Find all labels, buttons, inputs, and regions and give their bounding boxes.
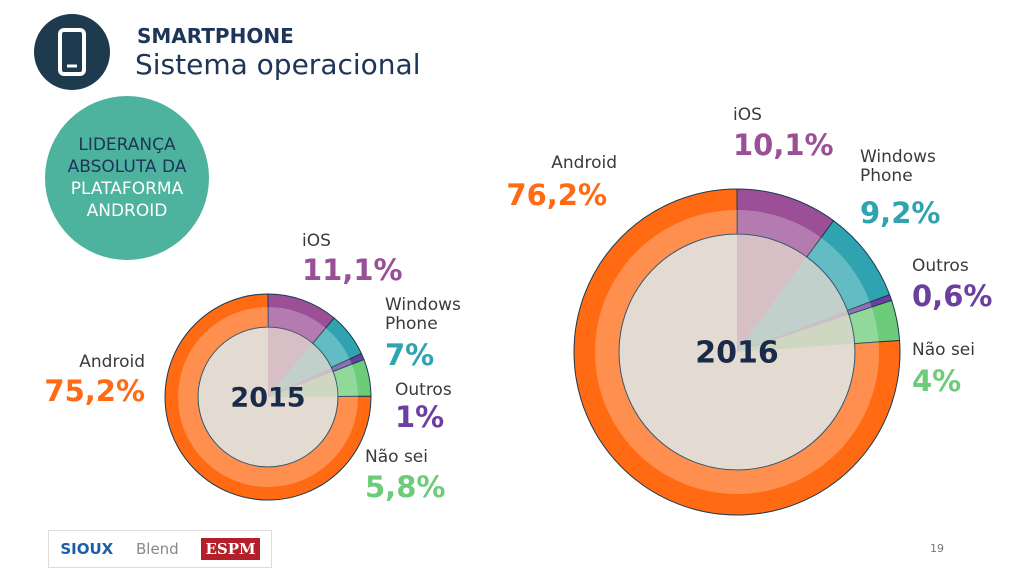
data-label: 1% (395, 400, 445, 434)
legend-label: Não sei (365, 447, 428, 467)
legend-label: Outros (912, 256, 969, 276)
pie-slice (573, 188, 901, 516)
legend-label: Android (551, 153, 617, 173)
pie-slice-center (268, 371, 338, 397)
data-label: 9,2% (860, 196, 941, 230)
pie-slice-band (737, 210, 822, 257)
badge-line: PLATAFORMA (70, 179, 184, 199)
legend-label: iOS (733, 105, 762, 125)
pie-slice-center (737, 256, 848, 352)
pie-slice-band (312, 327, 350, 368)
badge-line: LIDERANÇA (78, 134, 176, 155)
data-label: 0,6% (912, 279, 993, 313)
badge: LIDERANÇA ABSOLUTA DA PLATAFORMA ANDROID (45, 96, 209, 260)
phone-icon (58, 28, 86, 76)
pie-slice-center (268, 343, 332, 397)
pie-slice-band (333, 364, 358, 397)
icon-circle (34, 14, 110, 90)
pie-year: 2015 (230, 382, 305, 413)
legend-label: Windows Phone (385, 295, 461, 334)
legend-label: Não sei (912, 340, 975, 360)
legend-label: Outros (395, 380, 452, 400)
logo: SIOUX (60, 540, 114, 558)
pie-slice-center (268, 367, 334, 397)
pie-center (619, 234, 855, 470)
data-label: 10,1% (733, 128, 834, 162)
logo: ESPM (201, 538, 260, 560)
data-label: 11,1% (302, 253, 403, 287)
legend-label: Android (79, 352, 145, 372)
subtitle: Sistema operacional (135, 48, 421, 81)
title: SMARTPHONE (137, 24, 294, 48)
pie-slice-band (806, 237, 870, 311)
pie-slice-band (848, 307, 879, 344)
data-label: 7% (385, 338, 435, 372)
page-number: 19 (930, 542, 944, 555)
pie-slice (164, 293, 372, 501)
data-label: 5,8% (365, 470, 446, 504)
pie-slice-band (331, 359, 352, 372)
pie-slice-center (737, 310, 849, 352)
data-label: 75,2% (44, 374, 145, 408)
pie-slice-center (737, 234, 807, 352)
badge-line: ANDROID (86, 201, 168, 222)
legend-label: iOS (302, 231, 331, 251)
pie-year: 2016 (695, 336, 779, 371)
pie-center (198, 327, 338, 467)
logo: Blend (135, 540, 179, 558)
pie-slice-band (268, 307, 326, 344)
badge-line: ABSOLUTA DA (67, 156, 187, 177)
pie-slice-band (847, 302, 872, 315)
data-label: 76,2% (506, 178, 607, 212)
pie-slice-center (268, 327, 313, 397)
logos: SIOUX Blend ESPM (48, 530, 272, 568)
pie-slice-center (737, 314, 855, 352)
data-label: 4% (912, 364, 962, 398)
legend-label: Windows Phone (860, 147, 936, 186)
